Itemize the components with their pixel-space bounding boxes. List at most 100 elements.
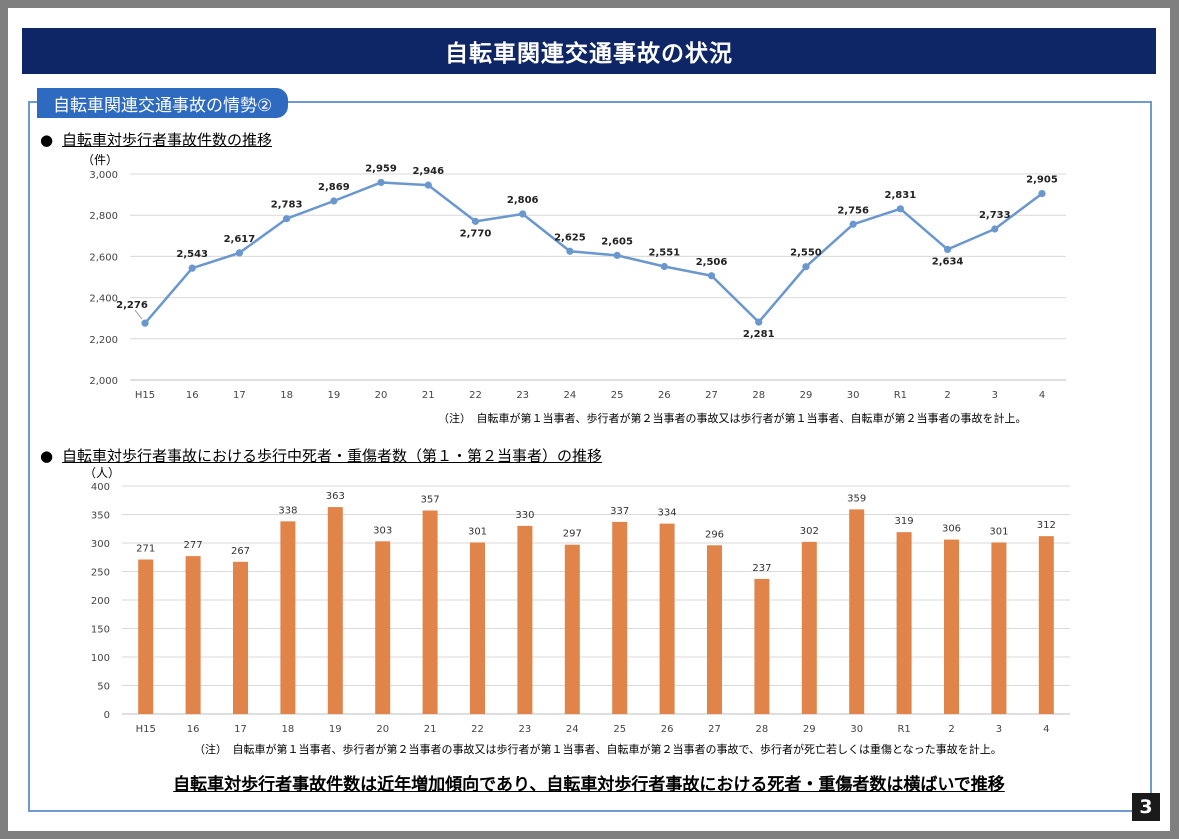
- data-label: 302: [800, 526, 819, 537]
- x-tick-label: 22: [471, 724, 484, 735]
- data-point: [943, 245, 952, 253]
- x-tick-label: 25: [611, 390, 624, 401]
- data-label: 306: [942, 524, 961, 535]
- data-label: 2,281: [743, 329, 775, 340]
- y-tick-label: 250: [91, 568, 110, 579]
- x-tick-label: 30: [850, 724, 863, 735]
- bar-chart-heading: ● 自転車対歩行者事故における歩行中死者・重傷者数（第１・第２当事者）の推移: [40, 445, 602, 466]
- data-point: [849, 220, 857, 228]
- data-label: 2,806: [507, 195, 539, 206]
- bar-chart-title: 自転車対歩行者事故における歩行中死者・重傷者数（第１・第２当事者）の推移: [62, 447, 603, 465]
- y-tick-label: 2,400: [89, 294, 118, 305]
- data-label: 2,276: [116, 300, 148, 311]
- data-label: 2,770: [460, 228, 492, 239]
- x-tick-label: H15: [136, 724, 156, 735]
- x-tick-label: H15: [135, 390, 155, 401]
- y-tick-label: 2,200: [89, 335, 118, 346]
- x-tick-label: 16: [186, 390, 199, 401]
- leader-line: [134, 309, 143, 320]
- data-label: 2,617: [224, 234, 256, 245]
- bar: [327, 507, 343, 714]
- data-label: 2,506: [696, 257, 728, 268]
- data-point: [1038, 189, 1046, 198]
- bar: [849, 509, 865, 714]
- bar: [754, 578, 770, 714]
- x-tick-label: 22: [469, 390, 482, 401]
- data-point: [519, 210, 527, 218]
- data-point: [471, 217, 480, 225]
- x-tick-label: 21: [424, 724, 437, 735]
- bar: [375, 541, 391, 714]
- bar: [944, 539, 959, 714]
- data-label: 303: [373, 525, 392, 536]
- x-tick-label: 23: [519, 724, 532, 735]
- x-tick-label: 2: [944, 390, 950, 401]
- x-tick-label: 30: [847, 390, 860, 401]
- x-tick-label: R1: [897, 724, 910, 735]
- x-tick-label: 26: [661, 724, 674, 735]
- data-label: 296: [705, 529, 724, 540]
- data-label: 297: [563, 529, 582, 540]
- y-tick-label: 2,000: [89, 376, 118, 387]
- data-label: 319: [895, 516, 914, 527]
- data-label: 271: [136, 544, 155, 555]
- data-label: 2,625: [554, 232, 586, 243]
- bar: [659, 523, 675, 714]
- bar: [185, 556, 201, 714]
- bar: [612, 521, 628, 714]
- y-tick-label: 400: [91, 482, 110, 493]
- y-tick-label: 2,800: [89, 211, 118, 222]
- bar: [991, 542, 1007, 714]
- x-tick-label: 20: [375, 390, 388, 401]
- x-tick-label: 17: [233, 390, 246, 401]
- x-tick-label: 16: [187, 724, 200, 735]
- data-label: 237: [752, 563, 771, 574]
- x-tick-label: 26: [658, 390, 671, 401]
- data-label: 2,869: [318, 182, 350, 193]
- data-point: [755, 318, 763, 326]
- x-tick-label: 24: [566, 724, 579, 735]
- data-label: 2,905: [1026, 175, 1058, 186]
- data-point: [613, 251, 621, 259]
- x-tick-label: 3: [996, 724, 1002, 735]
- data-label: 2,634: [932, 256, 964, 267]
- x-tick-label: 28: [756, 724, 769, 735]
- y-tick-label: 300: [91, 539, 110, 550]
- x-tick-label: 17: [234, 724, 247, 735]
- data-point: [283, 215, 291, 223]
- line-chart: 2,000 2,200 2,400 2,600 2,800 3,000 H15 16 17 18 1…: [89, 163, 1066, 401]
- data-label: 312: [1037, 520, 1056, 531]
- bar: [564, 544, 580, 714]
- y-tick-label: 3,000: [89, 170, 118, 181]
- data-label: 330: [515, 510, 534, 521]
- data-point: [424, 181, 432, 189]
- x-tick-label: 19: [327, 390, 340, 401]
- data-label: 363: [326, 491, 345, 502]
- bar-chart-unit: （人）: [84, 466, 121, 480]
- y-tick-label: 150: [91, 625, 110, 636]
- page-number: 3: [1132, 793, 1160, 821]
- conclusion-text: 自転車対歩行者事故件数は近年増加傾向であり、自転車対歩行者事故における死者・重傷…: [173, 775, 1005, 795]
- bullet-icon: ●: [40, 447, 54, 465]
- bar: [801, 541, 817, 714]
- data-label: 2,756: [837, 205, 869, 216]
- data-label: 2,959: [365, 163, 397, 174]
- x-tick-label: 29: [803, 724, 816, 735]
- data-point: [802, 263, 810, 271]
- data-point: [330, 197, 338, 205]
- data-point: [707, 272, 716, 280]
- x-tick-label: 24: [564, 390, 577, 401]
- data-label: 357: [421, 495, 440, 506]
- data-point: [235, 249, 244, 257]
- data-point: [896, 205, 904, 213]
- slide-page: 自転車関連交通事故の状況 自転車関連交通事故の情勢② ● 自転車対歩行者事故件数の…: [8, 8, 1170, 831]
- y-tick-label: 50: [97, 682, 110, 693]
- x-tick-label: 18: [282, 724, 295, 735]
- data-label: 337: [610, 506, 629, 517]
- data-label: 2,946: [412, 166, 444, 177]
- x-tick-label: 19: [329, 724, 342, 735]
- bullet-icon: ●: [40, 131, 54, 149]
- bar: [422, 510, 438, 714]
- x-tick-label: 2: [948, 724, 954, 735]
- x-tick-label: 23: [516, 390, 529, 401]
